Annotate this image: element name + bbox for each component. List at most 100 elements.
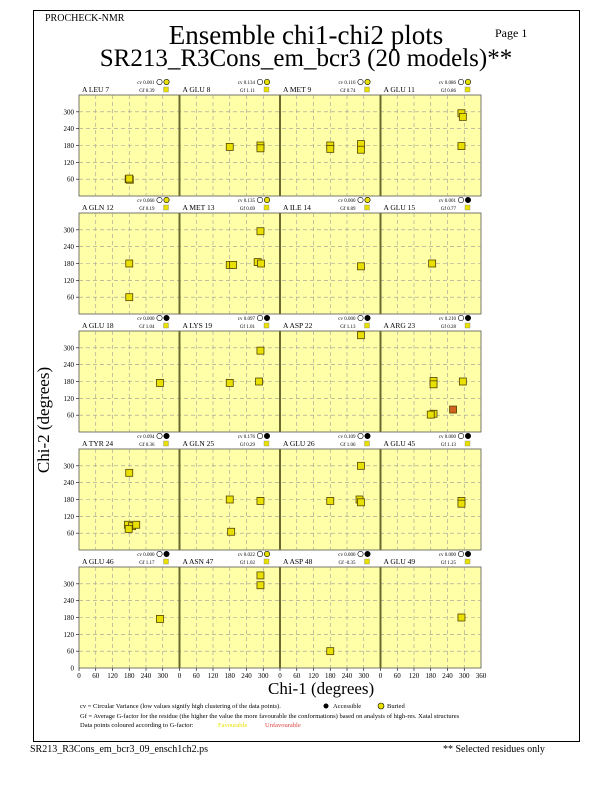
gf-colour-swatch — [364, 558, 370, 565]
legend-favourable: Favourable — [218, 722, 248, 729]
gf-colour-swatch — [464, 204, 471, 211]
cv-value: cv 0.000 — [338, 317, 356, 322]
clock-icon — [357, 79, 364, 86]
gf-colour-swatch — [163, 204, 169, 211]
y-tick-label: 60 — [67, 294, 75, 302]
page-border — [33, 10, 580, 742]
x-tick-label: 180 — [325, 672, 336, 680]
gf-colour-swatch — [263, 440, 270, 447]
data-point — [357, 461, 365, 470]
residue-label: A LEU 7 — [82, 85, 109, 94]
residue-label: A GLU 26 — [283, 439, 315, 448]
gf-value: Gf 0.89 — [340, 207, 356, 212]
x-tick-label: 300 — [258, 672, 269, 680]
data-point — [256, 346, 265, 355]
residue-label: A GLN 25 — [183, 439, 215, 448]
residue-panel: A ILE 14 cv 0.000 Gf 0.89 — [279, 197, 371, 314]
data-point — [125, 259, 134, 268]
cv-value: cv 0.000 — [338, 553, 356, 558]
clock-icon — [256, 314, 263, 321]
residue-panel: A GLU 45 cv 0.000 Gf 1.13 — [379, 432, 471, 550]
residue-label: A GLU 49 — [384, 557, 416, 566]
y-tick-label: 0 — [71, 665, 75, 673]
residue-label: A ASP 48 — [283, 557, 313, 566]
data-point — [449, 405, 457, 414]
gf-colour-swatch — [263, 204, 270, 211]
residue-label: A GLU 8 — [183, 85, 211, 94]
cv-value: cv 0.000 — [439, 435, 457, 440]
gf-value: Gf 1.17 — [139, 561, 155, 566]
x-tick-label: 0 — [77, 672, 81, 680]
data-point — [225, 495, 234, 504]
residue-panel: A LEU 7 cv 0.001 Gf 0.39 — [82, 79, 170, 196]
residue-label: A GLU 18 — [82, 321, 114, 330]
gf-value: Gf -0.35 — [339, 561, 356, 566]
y-tick-label: 300 — [64, 226, 75, 234]
y-tick-label: 60 — [67, 530, 75, 538]
data-point — [132, 520, 141, 529]
legend-colour: Data points coloured according to G-fact… — [80, 722, 194, 729]
data-point — [457, 613, 466, 622]
x-tick-label: 120 — [208, 672, 219, 680]
y-axis-label: Chi-2 (degrees) — [34, 366, 53, 474]
accessible-icon — [364, 550, 371, 557]
gf-colour-swatch — [263, 322, 270, 329]
buried-icon — [163, 197, 170, 204]
data-point — [125, 293, 134, 302]
y-tick-label: 60 — [67, 648, 75, 656]
x-tick-label: 180 — [225, 672, 236, 680]
data-point — [326, 497, 335, 505]
y-tick-label: 300 — [64, 344, 75, 352]
y-tick-label: 240 — [64, 597, 75, 605]
x-tick-label: 180 — [124, 672, 135, 680]
y-tick-label: 120 — [64, 159, 75, 167]
gf-colour-swatch — [364, 204, 370, 211]
residue-label: A ASP 22 — [283, 321, 313, 330]
clock-icon — [156, 550, 163, 557]
x-tick-label: 300 — [459, 672, 470, 680]
cv-value: cv 0.134 — [238, 81, 256, 86]
gf-colour-swatch — [364, 440, 370, 447]
y-tick-label: 120 — [64, 277, 75, 285]
gf-value: Gf 0.29 — [240, 443, 256, 448]
y-tick-label: 120 — [64, 513, 75, 521]
program-name: PROCHECK-NMR — [45, 13, 125, 24]
accessible-icon — [163, 314, 170, 321]
data-point — [156, 379, 164, 387]
clock-icon — [457, 550, 464, 557]
buried-icon — [163, 79, 170, 86]
clock-icon — [457, 314, 464, 321]
clock-icon — [256, 79, 263, 86]
cv-value: cv 0.094 — [137, 435, 155, 440]
gf-colour-swatch — [464, 86, 471, 93]
cv-value: cv 0.135 — [238, 199, 256, 204]
y-tick-label: 300 — [64, 462, 75, 470]
cv-value: cv 0.022 — [238, 553, 256, 558]
page-number: Page 1 — [495, 26, 528, 40]
residue-panel: A ASP 48 cv 0.000 Gf -0.35 0 60 120 180 240 300 — [278, 550, 371, 680]
accessible-icon — [263, 432, 270, 439]
clock-icon — [256, 550, 263, 557]
buried-icon — [364, 79, 371, 86]
accessible-icon — [464, 314, 471, 321]
residue-label: A TYR 24 — [82, 439, 113, 448]
residue-panel: A GLU 8 cv 0.134 Gf 1.11 — [178, 79, 270, 196]
data-point — [426, 410, 435, 419]
accessible-icon — [163, 432, 170, 439]
legend-buried: Buried — [387, 703, 405, 710]
accessible-icon — [464, 432, 471, 439]
residue-label: A MET 9 — [283, 85, 311, 94]
x-tick-label: 120 — [107, 672, 118, 680]
data-point — [229, 261, 238, 269]
buried-icon — [263, 550, 270, 557]
data-point — [429, 380, 438, 389]
residue-panel: A GLU 15 cv 0.001 Gf 0.77 — [379, 197, 471, 314]
data-point — [257, 259, 265, 268]
x-tick-label: 60 — [92, 672, 100, 680]
y-tick-label: 120 — [64, 631, 75, 639]
gf-value: Gf 1.06 — [340, 443, 356, 448]
cv-value: cv 0.000 — [137, 317, 155, 322]
residue-panel: A GLU 49 cv 0.000 Gf 1.25 0 60 120 180 240 300 36… — [379, 550, 487, 680]
legend-cv: cv = Circular Variance (low values signi… — [80, 703, 281, 710]
cv-value: cv 0.116 — [338, 81, 356, 86]
